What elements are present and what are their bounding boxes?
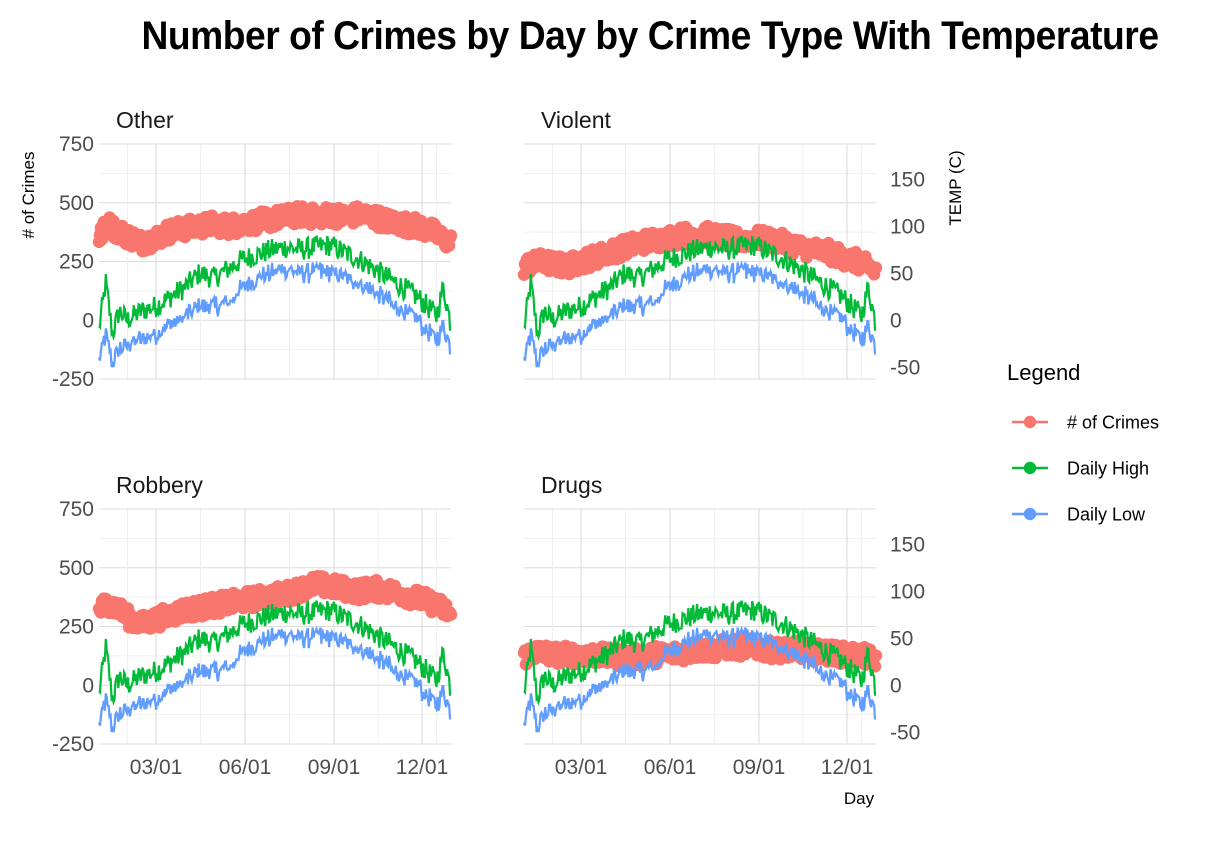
y2-tick-label: -50 (890, 721, 920, 744)
legend-label: Daily Low (1067, 505, 1146, 525)
y-tick-label: 500 (59, 192, 94, 215)
x-axis-title: Day (844, 789, 875, 808)
legend-label: # of Crimes (1067, 413, 1159, 433)
crime-point (444, 229, 458, 242)
x-tick-label: 12/01 (396, 756, 449, 779)
panel-title: Drugs (541, 472, 602, 498)
legend-key-point (1023, 507, 1037, 521)
x-tick-label: 09/01 (733, 756, 786, 779)
panel-title: Violent (541, 107, 612, 133)
panel-drugs: Drugs (517, 472, 883, 745)
x-tick-label: 03/01 (555, 756, 608, 779)
gridlines (524, 508, 876, 745)
panel-title: Other (116, 107, 174, 133)
legend-label: Daily High (1067, 459, 1149, 479)
x-tick-label: 06/01 (644, 756, 697, 779)
panel-other: Other (92, 107, 458, 380)
panel-violent: Violent (517, 107, 883, 380)
y-tick-label: 500 (59, 557, 94, 580)
y2-tick-label: -50 (890, 356, 920, 379)
y-tick-label: 0 (82, 309, 94, 332)
legend: Legend # of Crimes Daily High Daily Low (1007, 360, 1159, 525)
series-daily-low (522, 260, 877, 368)
crime-point (869, 649, 883, 662)
y2-tick-label: 100 (890, 215, 925, 238)
y2-tick-label: 50 (890, 627, 913, 650)
y-tick-label: 750 (59, 133, 94, 156)
y-tick-label: 750 (59, 498, 94, 521)
legend-key-point (1023, 415, 1037, 429)
y2-tick-label: 150 (890, 533, 925, 556)
series-daily-low (522, 625, 877, 733)
y2-tick-label: 50 (890, 262, 913, 285)
y2-tick-label: 0 (890, 674, 902, 697)
x-tick-label: 06/01 (219, 756, 272, 779)
x-tick-label: 12/01 (821, 756, 874, 779)
gridlines (99, 143, 451, 380)
x-tick-label: 09/01 (308, 756, 361, 779)
y-tick-label: 0 (82, 674, 94, 697)
panel-title: Robbery (116, 472, 203, 498)
series-crimes (92, 570, 458, 635)
series-daily-high (523, 234, 877, 341)
y2-axis-title: TEMP (C) (946, 150, 965, 225)
y2-tick-label: 0 (890, 309, 902, 332)
series-daily-high (98, 234, 452, 341)
crime-point (444, 608, 458, 621)
y-tick-label: 250 (59, 251, 94, 274)
series-crimes (92, 200, 458, 258)
panel-robbery: Robbery (92, 472, 458, 745)
series-daily-high (98, 599, 452, 706)
x-tick-label: 03/01 (130, 756, 183, 779)
y-tick-label: 250 (59, 616, 94, 639)
legend-key-point (1023, 461, 1037, 475)
y2-tick-label: 150 (890, 168, 925, 191)
series-daily-low (97, 260, 452, 368)
y-tick-label: -250 (52, 733, 94, 756)
y-tick-label: -250 (52, 368, 94, 391)
legend-title: Legend (1007, 360, 1080, 385)
crime-point (869, 261, 883, 274)
chart-title: Number of Crimes by Day by Crime Type Wi… (141, 14, 1159, 58)
y2-tick-label: 100 (890, 580, 925, 603)
series-daily-low (97, 625, 452, 733)
series-daily-high (523, 599, 877, 706)
y-axis-title: # of Crimes (19, 152, 38, 239)
